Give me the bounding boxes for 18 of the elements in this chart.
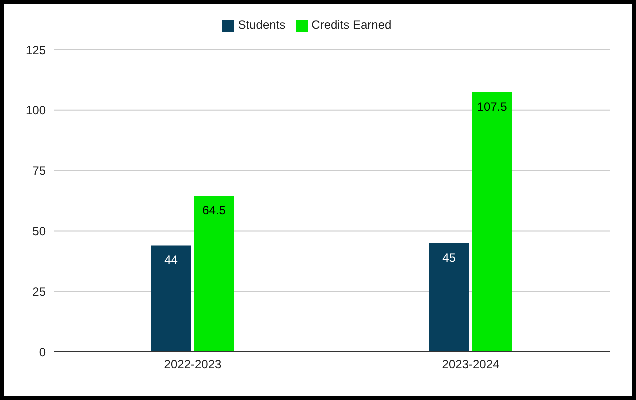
x-tick-label: 2022-2023 <box>164 358 222 372</box>
y-tick-label: 125 <box>26 43 46 58</box>
bar <box>194 196 234 352</box>
y-tick-label: 100 <box>26 104 46 118</box>
bar <box>429 243 470 352</box>
data-label: 45 <box>442 250 456 265</box>
y-tick-label: 50 <box>32 224 46 238</box>
y-tick-label: 75 <box>32 164 46 178</box>
data-label: 44 <box>164 253 178 268</box>
x-tick-label: 2023-2024 <box>442 358 500 372</box>
data-label: 64.5 <box>202 204 226 218</box>
bar <box>472 92 512 352</box>
data-label: 107.5 <box>477 100 508 114</box>
legend-label: Credits Earned <box>312 18 392 32</box>
legend-label: Students <box>238 18 286 32</box>
y-tick-label: 0 <box>39 345 46 360</box>
bar <box>151 246 192 352</box>
y-tick-label: 25 <box>32 284 46 299</box>
